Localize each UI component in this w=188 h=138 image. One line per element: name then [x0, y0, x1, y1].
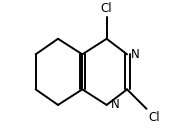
Text: Cl: Cl [149, 111, 160, 124]
Text: Cl: Cl [101, 2, 112, 15]
Text: N: N [131, 48, 140, 61]
Text: N: N [111, 98, 119, 111]
